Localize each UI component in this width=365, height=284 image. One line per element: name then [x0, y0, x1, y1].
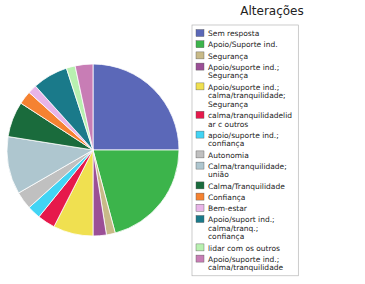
legend-swatch — [196, 111, 204, 118]
legend-swatch — [196, 216, 204, 223]
legend-swatch — [196, 52, 204, 59]
legend-swatch — [196, 30, 204, 37]
legend-label: Apoio/Suporte ind. — [208, 40, 278, 49]
legend-label: Bem-estar — [208, 204, 248, 213]
pie-slice — [93, 64, 179, 150]
legend-label: Apoio/suporte ind.;calma/tranquilidade — [208, 255, 283, 273]
legend-label: Autonomia — [208, 151, 249, 160]
legend-label: calma/tranquilidadelidar c outros — [208, 111, 292, 129]
title: Alterações — [240, 4, 304, 18]
legend-swatch — [196, 151, 204, 158]
legend-swatch — [196, 63, 204, 70]
legend-label: Sem resposta — [208, 29, 259, 38]
legend-swatch — [196, 244, 204, 251]
legend-label: Confiança — [208, 193, 245, 202]
pie-slice — [75, 64, 93, 150]
legend-label: apoio/suporte ind.;confiança — [208, 131, 279, 149]
legend-swatch — [196, 255, 204, 262]
legend-label: lidar com os outros — [208, 244, 280, 253]
legend-label: Calma/Tranquilidade — [208, 182, 285, 191]
legend-swatch — [196, 204, 204, 211]
pie — [7, 64, 179, 236]
legend-label: Segurança — [208, 52, 248, 61]
legend-frame — [192, 25, 298, 276]
legend-swatch — [196, 182, 204, 189]
legend-swatch — [196, 83, 204, 90]
legend-swatch — [196, 162, 204, 169]
legend-swatch — [196, 131, 204, 138]
legend-label: Calma/tranquilidade;união — [208, 162, 287, 180]
legend-swatch — [196, 193, 204, 200]
legend-label: Apoio/suporte ind.;calma/tranquilidade;S… — [208, 83, 286, 109]
chart: Alterações Sem resposta Apoio/Suporte ind.… — [0, 0, 365, 284]
legend-label: Apoio/suport ind.;calma/tranq.;confiança — [208, 215, 275, 241]
legend-label: Apoio/suporte ind.;Segurança — [208, 63, 279, 81]
pie-slice — [93, 150, 106, 236]
legend: Sem resposta Apoio/Suporte ind. Segurança A… — [192, 25, 298, 276]
legend-swatch — [196, 41, 204, 48]
